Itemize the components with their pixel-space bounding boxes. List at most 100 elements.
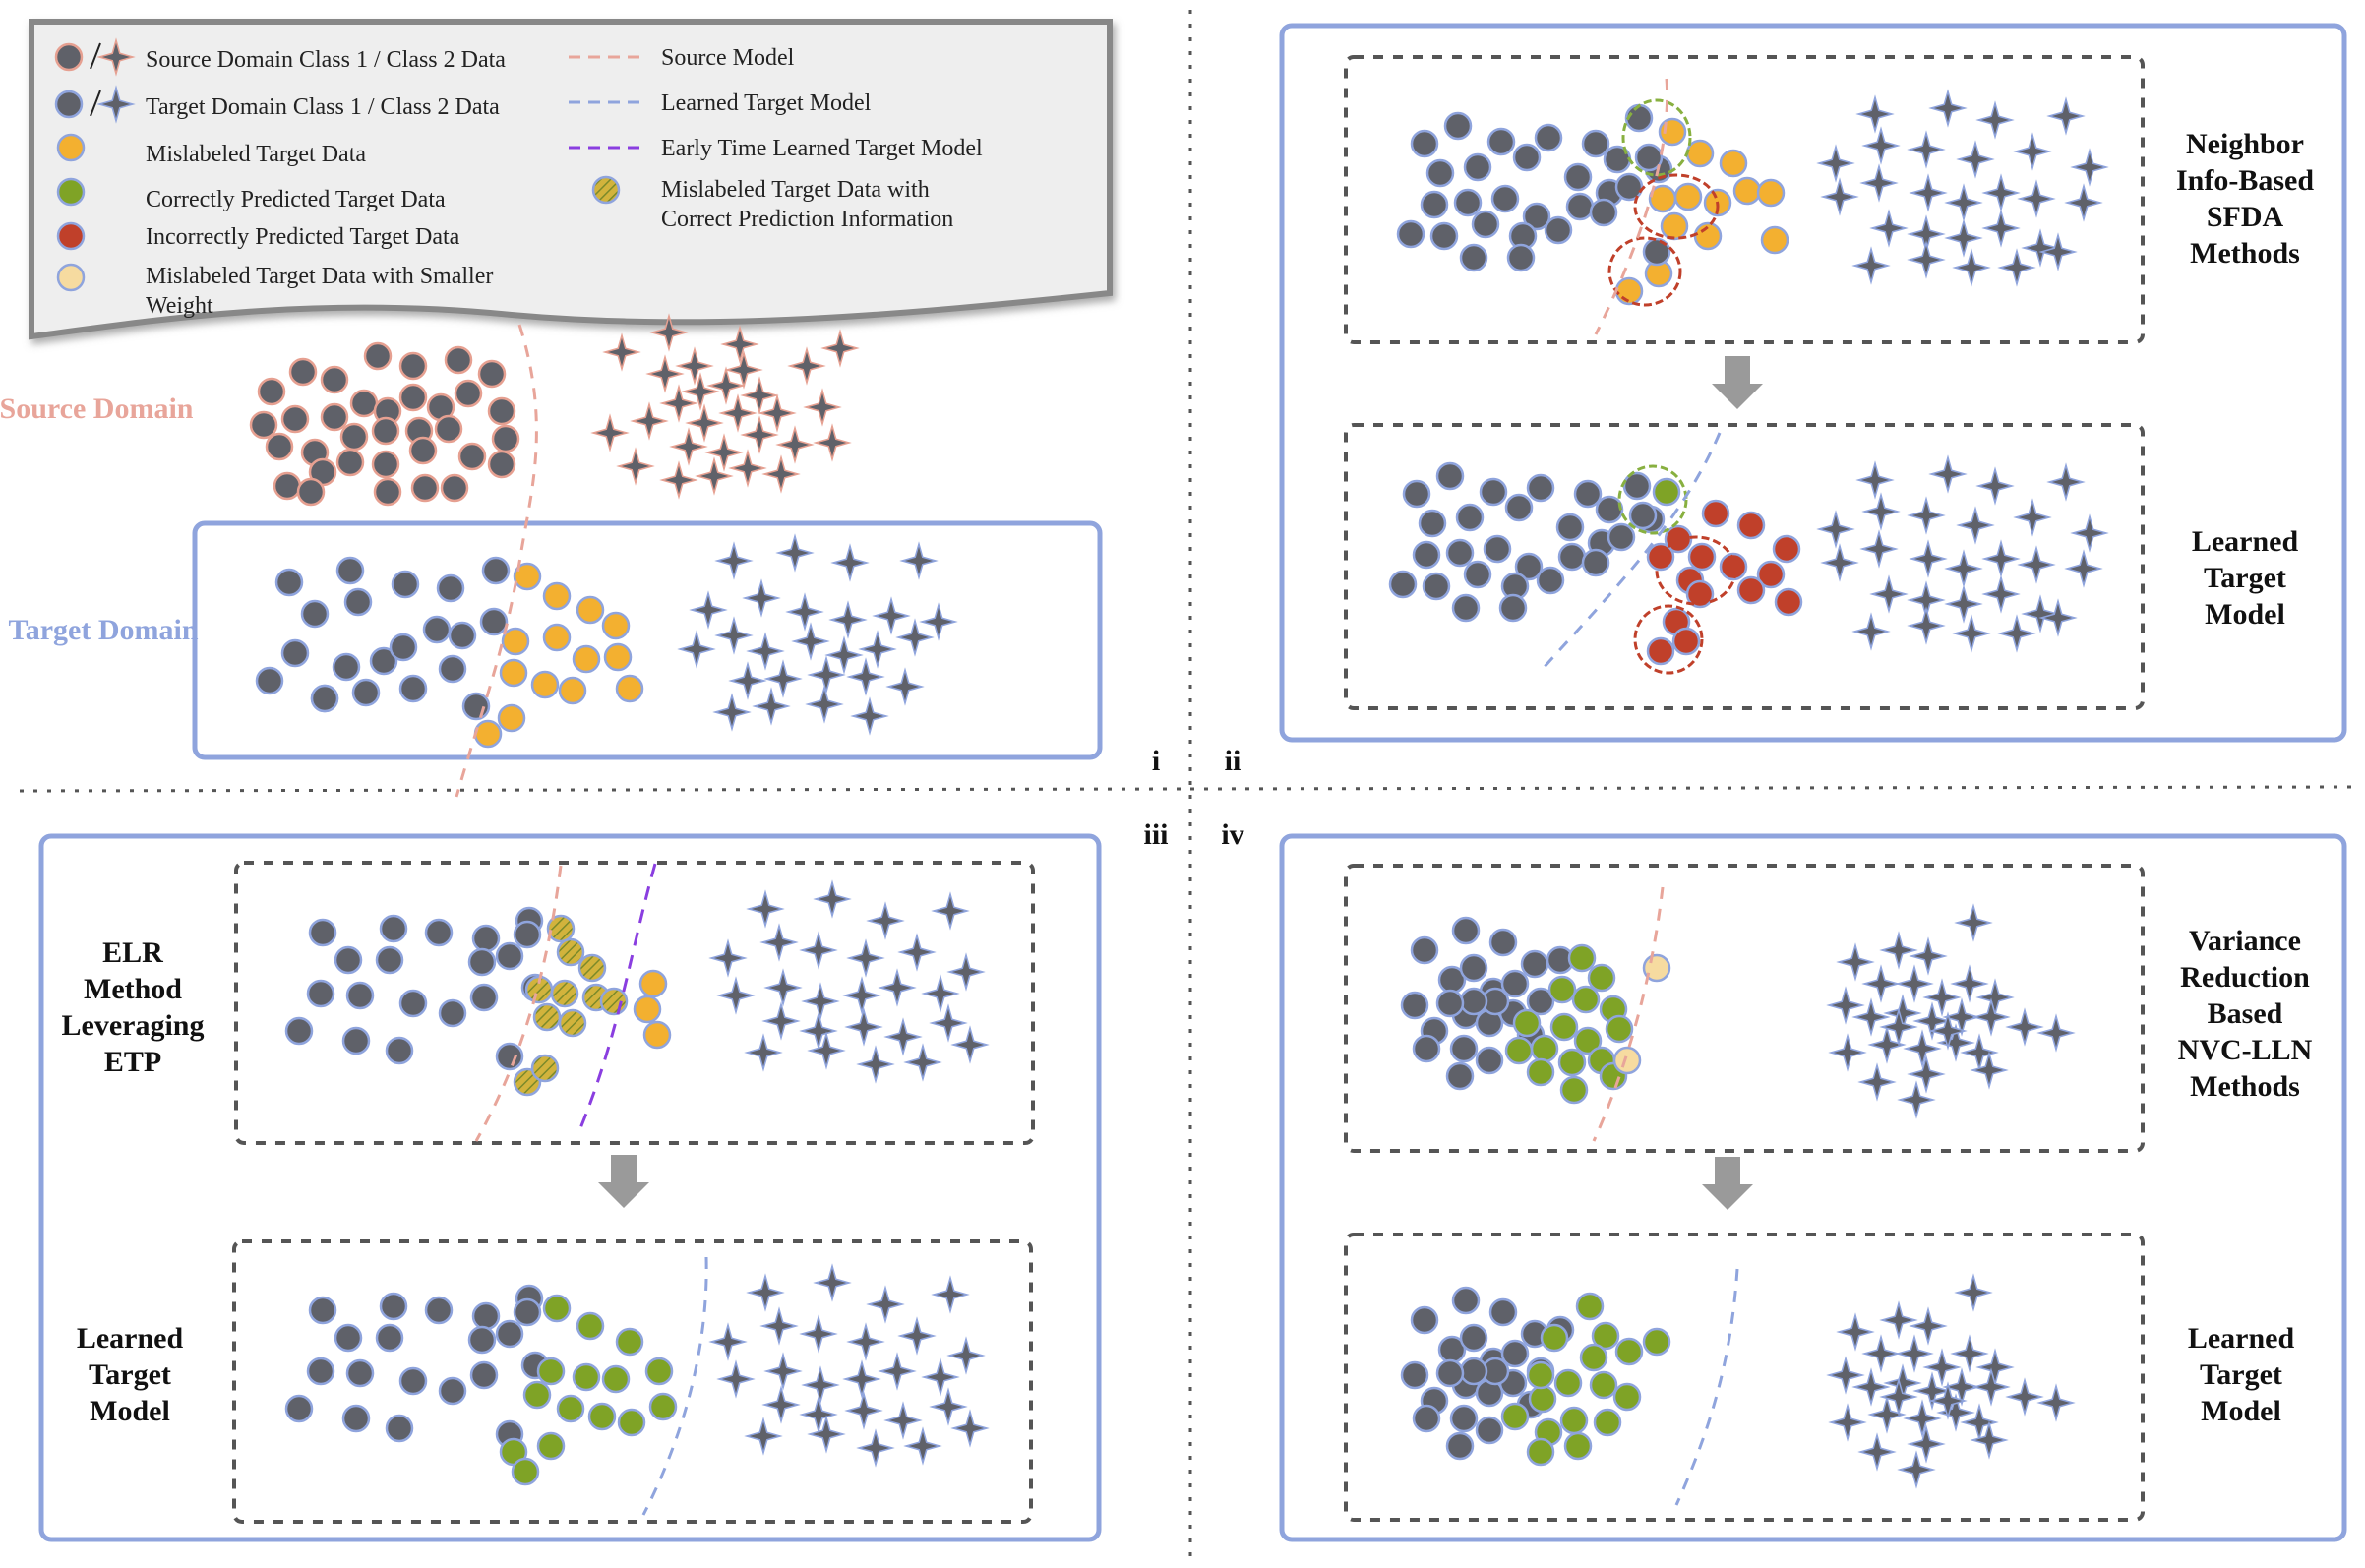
correct-point <box>1591 1321 1620 1351</box>
mislabeled-point <box>1732 176 1762 206</box>
target-class1-icon <box>54 90 84 119</box>
class2-point <box>2064 183 2103 222</box>
class1-point <box>335 448 365 477</box>
panel-iv-top-box <box>1344 864 2145 1153</box>
incorrect-point <box>1774 587 1803 617</box>
correct-point <box>1612 1382 1642 1412</box>
legend-label: Source Domain Class 1 / Class 2 Data <box>146 47 506 73</box>
mislabeled-point <box>601 611 631 640</box>
class2-point <box>1826 986 1865 1025</box>
class2-point <box>866 1285 905 1324</box>
class2-point <box>1954 1273 1993 1312</box>
class2-point <box>950 1025 990 1064</box>
class2-point <box>1944 183 1983 222</box>
class2-point <box>677 630 716 669</box>
class1-point <box>471 1301 501 1331</box>
class1-point <box>1471 210 1500 239</box>
class1-point <box>1459 953 1488 983</box>
correct-point <box>1614 1337 1644 1366</box>
class2-point <box>1942 1367 1981 1407</box>
class2-point <box>1903 1029 1942 1068</box>
class2-point <box>801 1365 840 1405</box>
incorrect-icon <box>56 221 86 251</box>
mislabeled-point <box>499 658 528 688</box>
class2-point <box>1816 510 1855 549</box>
class2-point <box>2036 1383 2076 1422</box>
class1-point <box>487 450 516 479</box>
neighbor-group-incorrect <box>1655 535 1737 606</box>
panel-iv-numeral: iv <box>1221 818 1243 851</box>
class2-point <box>1981 574 2021 614</box>
correct-point <box>542 1294 572 1323</box>
class1-point <box>391 570 420 599</box>
class2-point <box>1867 1395 1907 1434</box>
class1-point <box>1451 916 1481 945</box>
correct-point <box>1500 1402 1530 1431</box>
correct-point <box>1605 1014 1634 1044</box>
class2-point <box>1851 612 1891 651</box>
class2-point <box>761 1385 801 1424</box>
class2-point <box>1975 978 2015 1017</box>
class2-point <box>1861 126 1901 165</box>
mislabeled-point <box>1760 225 1789 255</box>
class1-point <box>273 471 302 501</box>
class1-point <box>1412 1404 1441 1433</box>
class1-point <box>1607 522 1636 552</box>
class2-point <box>1912 1371 1952 1411</box>
class1-point <box>457 442 487 471</box>
class1-point <box>300 599 330 629</box>
class2-point <box>1944 218 1983 258</box>
incorrect-point <box>1772 534 1801 564</box>
class2-point <box>681 372 720 411</box>
class1-point <box>1522 202 1551 231</box>
class2-point <box>830 543 870 582</box>
class1-point <box>379 914 408 943</box>
class1-point <box>1488 1297 1518 1327</box>
class2-point <box>1907 606 1946 645</box>
class1-point <box>306 979 335 1008</box>
class2-point <box>746 889 785 929</box>
legend-label: Weight <box>146 293 213 319</box>
class1-point <box>408 436 438 465</box>
class2-point <box>846 938 885 978</box>
mislabeled-point <box>633 995 662 1024</box>
class1-point <box>491 424 520 453</box>
class2-point <box>716 1359 756 1399</box>
class2-point <box>805 685 844 724</box>
class2-point <box>799 931 838 970</box>
class2-point <box>685 403 724 443</box>
class1-point <box>345 981 375 1010</box>
class2-point <box>1907 1424 1946 1464</box>
class2-point <box>659 384 698 423</box>
class1-point <box>495 941 524 971</box>
correct-point <box>1530 1034 1559 1063</box>
class1-point <box>1429 221 1459 251</box>
class1-point <box>1498 593 1528 623</box>
class1-point <box>1544 215 1573 245</box>
class2-point <box>1820 543 1859 582</box>
class1-point <box>513 1297 542 1327</box>
class1-point <box>1479 477 1508 507</box>
slash-icon <box>90 90 101 117</box>
class2-point <box>824 635 864 675</box>
class1-point <box>1475 1046 1504 1075</box>
correct-point <box>1526 1360 1555 1390</box>
source-model-boundary <box>455 324 538 798</box>
class2-point <box>1861 1334 1901 1373</box>
panel-iii-bottom-box <box>232 1239 1033 1524</box>
incorrect-point <box>1671 627 1701 656</box>
class2-point <box>1950 964 1989 1003</box>
class2-point <box>763 1352 803 1391</box>
class1-point <box>1445 1431 1475 1461</box>
class1-point <box>1642 237 1671 267</box>
class2-point <box>1820 177 1859 216</box>
class2-point <box>759 923 799 962</box>
class2-point <box>950 1409 990 1448</box>
mislabeled-correct-info-point <box>550 979 579 1008</box>
correct-point <box>1540 1323 1569 1353</box>
class2-point <box>740 376 779 415</box>
class2-point <box>844 1391 883 1430</box>
correct-point <box>511 1457 540 1486</box>
class2-point <box>1922 978 1962 1017</box>
